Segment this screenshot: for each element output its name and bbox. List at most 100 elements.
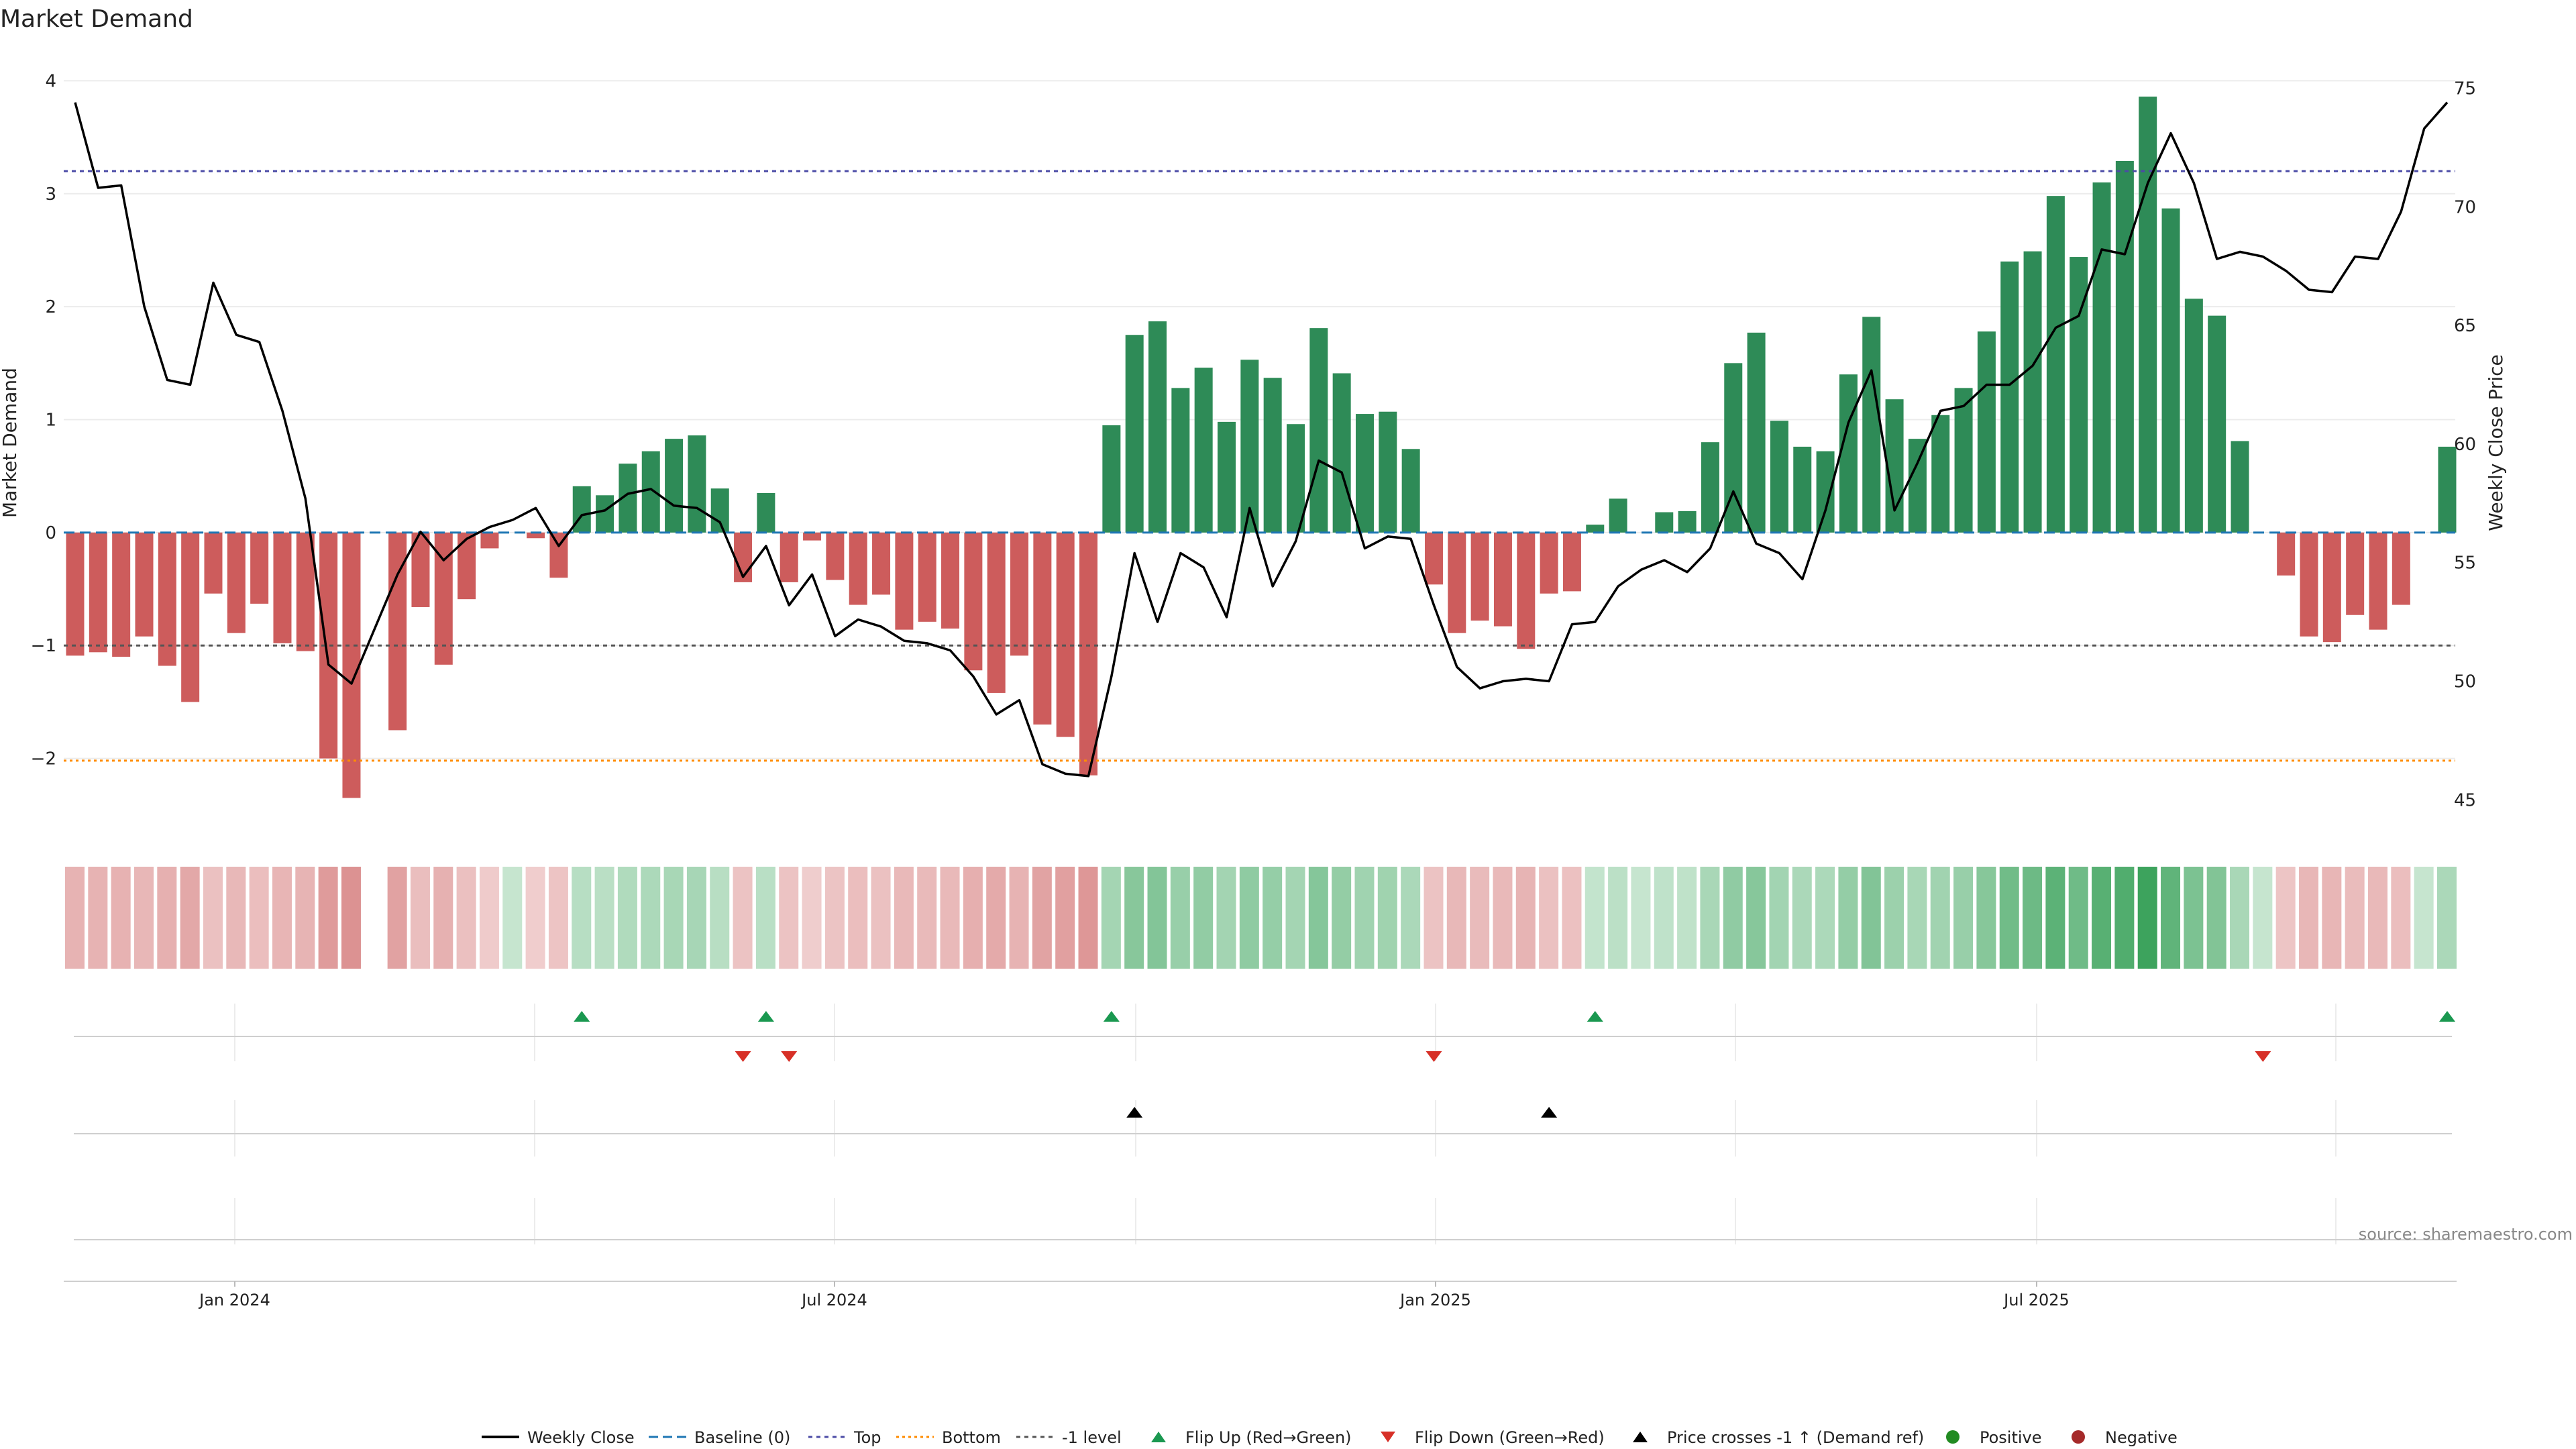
demand-bar bbox=[1655, 512, 1674, 533]
heat-cell bbox=[1101, 867, 1121, 969]
heat-cell bbox=[1124, 867, 1144, 969]
heat-cell bbox=[710, 867, 730, 969]
heat-cell bbox=[295, 867, 315, 969]
heat-cell bbox=[1539, 867, 1559, 969]
heat-cell bbox=[479, 867, 499, 969]
demand-bar bbox=[780, 532, 798, 582]
price-series bbox=[74, 101, 2449, 777]
heat-cell bbox=[1377, 867, 1397, 969]
demand-bar bbox=[158, 532, 176, 666]
demand-bar bbox=[757, 492, 775, 533]
heat-cell bbox=[1354, 867, 1375, 969]
heat-cell bbox=[2275, 867, 2296, 969]
heat-cell bbox=[272, 867, 292, 969]
demand-bar bbox=[895, 532, 914, 630]
flip-down-marker bbox=[781, 1051, 798, 1062]
heat-cell bbox=[2436, 867, 2457, 969]
demand-bar bbox=[227, 532, 246, 633]
demand-bar bbox=[2231, 441, 2249, 533]
legend-flip-up-label: Flip Up (Red→Green) bbox=[1185, 1428, 1352, 1447]
heat-cell bbox=[1884, 867, 1904, 969]
heat-cell bbox=[1907, 867, 1927, 969]
heat-cell bbox=[940, 867, 960, 969]
flip-up-marker bbox=[574, 1011, 590, 1022]
demand-bar bbox=[204, 532, 223, 594]
heat-cell bbox=[1263, 867, 1283, 969]
demand-bar bbox=[641, 451, 660, 533]
heat-cell bbox=[1585, 867, 1605, 969]
y-tick-label: 2 bbox=[45, 297, 56, 317]
source-label: source: sharemaestro.com bbox=[2359, 1225, 2573, 1244]
y2-tick-label: 75 bbox=[2454, 78, 2476, 99]
heat-cell bbox=[1032, 867, 1052, 969]
heat-cell bbox=[88, 867, 108, 969]
demand-bar bbox=[710, 488, 729, 533]
demand-bar bbox=[527, 532, 545, 539]
flip-down-marker bbox=[2255, 1051, 2271, 1062]
flip-up-marker bbox=[1103, 1011, 1120, 1022]
heat-cell bbox=[1285, 867, 1305, 969]
flip-up-marker bbox=[2438, 1011, 2455, 1022]
heat-cell bbox=[1700, 867, 1720, 969]
legend-flip-down-label: Flip Down (Green→Red) bbox=[1415, 1428, 1605, 1447]
heat-cell bbox=[548, 867, 568, 969]
demand-bar bbox=[1816, 451, 1835, 533]
demand-bar bbox=[2369, 532, 2387, 630]
legend-minus1-label: -1 level bbox=[1062, 1428, 1122, 1447]
demand-bar bbox=[1401, 449, 1420, 533]
demand-bar bbox=[1540, 532, 1558, 594]
y-tick-label: 4 bbox=[45, 71, 56, 91]
demand-bar bbox=[1033, 532, 1052, 725]
heat-cell bbox=[802, 867, 822, 969]
demand-bar bbox=[1240, 360, 1259, 533]
y2-tick-label: 70 bbox=[2454, 197, 2476, 217]
heat-cell bbox=[686, 867, 706, 969]
heat-cell bbox=[572, 867, 592, 969]
demand-bar bbox=[1309, 328, 1328, 533]
demand-bar bbox=[1102, 425, 1121, 533]
heat-cell bbox=[1470, 867, 1490, 969]
heat-cell bbox=[2368, 867, 2387, 969]
price-cross-marker bbox=[1126, 1107, 1143, 1118]
heat-cell bbox=[2068, 867, 2088, 969]
heat-cell bbox=[1792, 867, 1812, 969]
demand-bar bbox=[2070, 257, 2088, 533]
flip-down-marker bbox=[735, 1051, 751, 1062]
heat-cell bbox=[2345, 867, 2365, 969]
demand-bar bbox=[1562, 532, 1581, 592]
y-tick-label: 1 bbox=[45, 410, 56, 430]
heat-cell bbox=[1654, 867, 1674, 969]
demand-bar bbox=[803, 532, 822, 541]
heat-cell bbox=[1216, 867, 1236, 969]
legend-top-label: Top bbox=[853, 1428, 881, 1447]
y2-tick-label: 45 bbox=[2454, 790, 2476, 810]
heat-cell bbox=[1838, 867, 1858, 969]
legend-positive-swatch bbox=[1946, 1430, 1960, 1444]
demand-bar bbox=[918, 532, 936, 622]
demand-bar bbox=[1194, 368, 1213, 533]
demand-bar bbox=[2023, 251, 2042, 533]
demand-bar bbox=[273, 532, 292, 643]
heat-cell bbox=[1170, 867, 1190, 969]
heat-cell bbox=[111, 867, 131, 969]
heat-cell bbox=[2299, 867, 2319, 969]
heat-cell bbox=[2114, 867, 2135, 969]
demand-bar bbox=[1493, 532, 1512, 627]
price-cross-marker bbox=[1541, 1107, 1558, 1118]
demand-bar bbox=[2277, 532, 2296, 576]
demand-bar bbox=[89, 532, 107, 653]
x-tick-label: Jul 2025 bbox=[2002, 1291, 2070, 1309]
heat-cell bbox=[2092, 867, 2112, 969]
heat-cell bbox=[1976, 867, 1996, 969]
y2-tick-label: 60 bbox=[2454, 435, 2476, 455]
x-tick-label: Jan 2024 bbox=[198, 1291, 270, 1309]
demand-bar bbox=[1355, 414, 1374, 533]
demand-bar bbox=[1931, 415, 1950, 533]
demand-bar bbox=[2392, 532, 2410, 605]
heat-cell bbox=[2161, 867, 2181, 969]
heat-cell bbox=[2253, 867, 2273, 969]
heat-cell bbox=[1401, 867, 1421, 969]
demand-bar bbox=[2046, 196, 2065, 533]
demand-bar bbox=[941, 532, 960, 629]
